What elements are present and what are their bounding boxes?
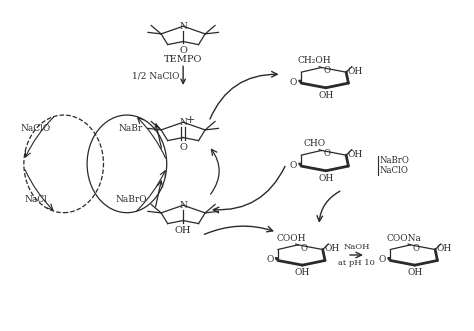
Text: OH: OH xyxy=(175,226,191,235)
Text: OH: OH xyxy=(318,174,334,183)
Text: NaClO: NaClO xyxy=(21,124,51,133)
Text: TEMPO: TEMPO xyxy=(164,55,202,64)
Text: O: O xyxy=(290,161,297,170)
Text: N: N xyxy=(179,22,187,31)
Text: O: O xyxy=(179,46,187,55)
Text: O: O xyxy=(412,244,419,253)
Text: OH: OH xyxy=(437,244,452,253)
Text: COONa: COONa xyxy=(386,233,421,243)
Text: CHO: CHO xyxy=(304,139,326,148)
Text: NaBrO: NaBrO xyxy=(380,156,410,165)
Text: at pH 10: at pH 10 xyxy=(338,259,375,267)
Text: 1/2 NaClO: 1/2 NaClO xyxy=(132,71,179,80)
Text: CH₂OH: CH₂OH xyxy=(298,56,331,65)
Text: O: O xyxy=(300,244,307,253)
Text: O: O xyxy=(379,255,386,264)
Text: NaCl: NaCl xyxy=(24,195,47,204)
Text: NaBrO: NaBrO xyxy=(115,195,147,204)
Text: OH: OH xyxy=(407,268,422,277)
Text: O: O xyxy=(266,255,274,264)
Text: OH: OH xyxy=(325,244,340,253)
Text: NaOH: NaOH xyxy=(343,243,370,251)
Text: OH: OH xyxy=(295,268,310,277)
Text: COOH: COOH xyxy=(276,233,306,243)
Text: NaBr: NaBr xyxy=(119,124,143,133)
Text: O: O xyxy=(324,149,330,159)
Text: O: O xyxy=(179,143,187,152)
Text: OH: OH xyxy=(348,67,363,76)
Text: O: O xyxy=(290,78,297,87)
Text: OH: OH xyxy=(318,91,334,100)
Text: +: + xyxy=(186,115,195,125)
Text: NaClO: NaClO xyxy=(380,166,409,175)
Text: O: O xyxy=(324,67,330,75)
Text: OH: OH xyxy=(348,150,363,159)
Text: N: N xyxy=(179,201,187,210)
Text: N: N xyxy=(179,118,187,127)
